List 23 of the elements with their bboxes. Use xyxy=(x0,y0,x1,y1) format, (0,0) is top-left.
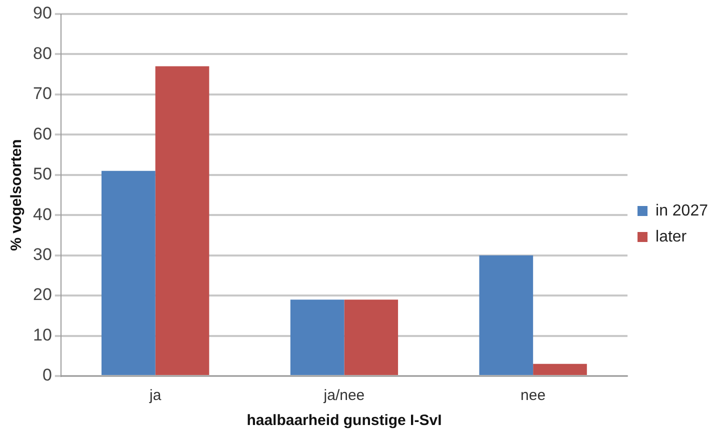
legend-label: in 2027 xyxy=(656,202,708,220)
bar xyxy=(533,364,587,375)
bar xyxy=(155,66,210,375)
y-tick-label: 20 xyxy=(32,285,52,304)
y-tick-label: 10 xyxy=(32,325,52,344)
y-tick-label: 90 xyxy=(32,4,52,23)
x-axis-title: haalbaarheid gunstige I-SvI xyxy=(246,412,442,430)
x-tick-label: ja xyxy=(148,387,162,404)
bar xyxy=(102,170,156,375)
bar xyxy=(479,255,534,375)
y-tick-label: 40 xyxy=(32,204,52,224)
x-tick-label: ja/nee xyxy=(322,387,365,404)
y-tick-label: 50 xyxy=(32,164,52,184)
y-tick-label: 0 xyxy=(42,366,52,385)
y-tick-label: 60 xyxy=(32,124,52,144)
bar xyxy=(290,300,344,375)
bar xyxy=(344,300,398,375)
legend-label: later xyxy=(656,228,688,246)
y-tick-label: 30 xyxy=(32,245,52,264)
x-tick-label: nee xyxy=(520,387,546,404)
y-tick-label: 70 xyxy=(32,84,52,104)
y-tick-label: 80 xyxy=(32,44,52,63)
y-axis-title: % vogelsoorten xyxy=(8,139,26,251)
